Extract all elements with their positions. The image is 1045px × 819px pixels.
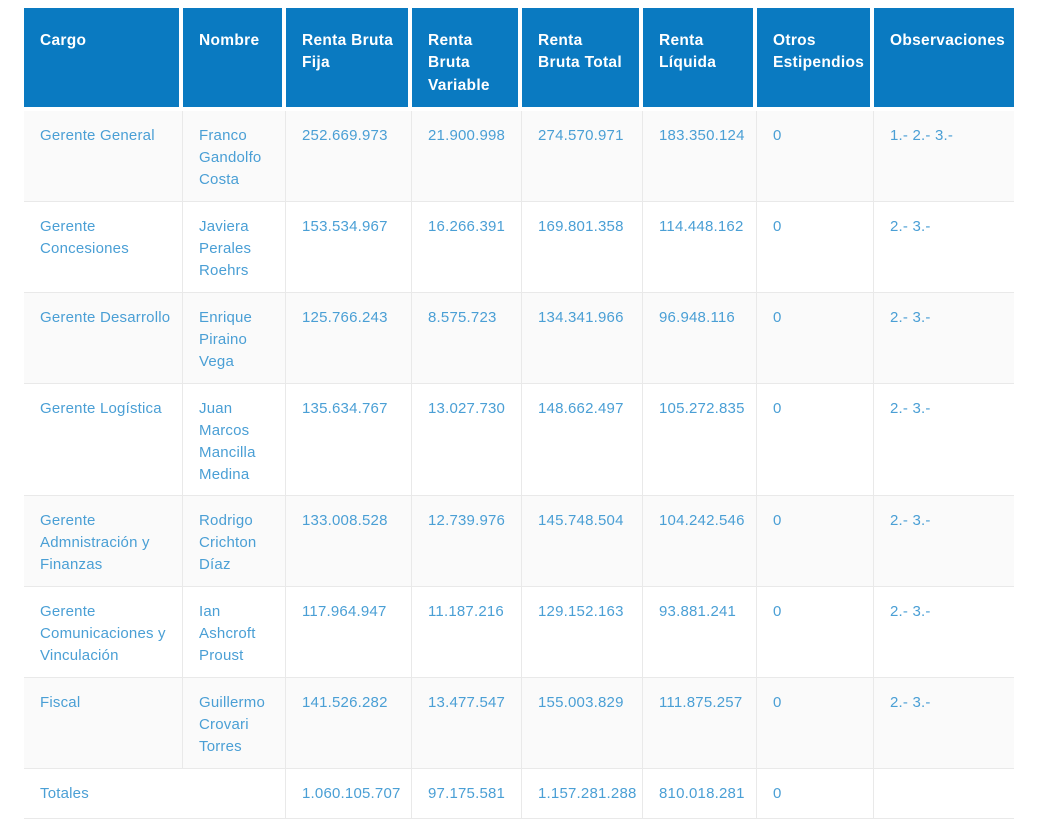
- cell-nombre: Javiera Perales Roehrs: [183, 202, 286, 294]
- column-header-otros_estipendios: Otros Estipendios: [757, 8, 874, 112]
- cell-renta_bruta_variable: 12.739.976: [412, 496, 522, 588]
- table-row: Gerente Desarrollo Enrique Piraino Vega 12…: [24, 293, 1014, 385]
- cell-nombre: Enrique Piraino Vega: [183, 293, 286, 385]
- totals-renta_bruta_variable: 97.175.581: [412, 769, 522, 819]
- cell-renta_bruta_total: 129.152.163: [522, 587, 643, 679]
- cell-observaciones: 2.- 3.-: [874, 496, 1014, 588]
- cell-renta_liquida: 104.242.546: [643, 496, 757, 588]
- column-header-cargo: Cargo: [24, 8, 183, 112]
- cell-renta_bruta_variable: 16.266.391: [412, 202, 522, 294]
- cell-renta_bruta_total: 274.570.971: [522, 111, 643, 203]
- totals-renta_bruta_fija: 1.060.105.707: [286, 769, 412, 819]
- cell-renta_bruta_fija: 117.964.947: [286, 587, 412, 679]
- cell-renta_liquida: 114.448.162: [643, 202, 757, 294]
- cell-cargo: Gerente Logística: [24, 384, 183, 497]
- column-header-renta_bruta_fija: Renta Bruta Fija: [286, 8, 412, 112]
- cell-renta_liquida: 93.881.241: [643, 587, 757, 679]
- table-row: Fiscal Guillermo Crovari Torres 141.526.28…: [24, 678, 1014, 770]
- header-row: Cargo Nombre Renta Bruta Fija Renta Bruta V…: [24, 8, 1014, 112]
- cell-observaciones: 2.- 3.-: [874, 678, 1014, 770]
- cell-otros_estipendios: 0: [757, 202, 874, 294]
- cell-renta_bruta_variable: 11.187.216: [412, 587, 522, 679]
- cell-observaciones: 2.- 3.-: [874, 384, 1014, 497]
- cell-renta_liquida: 183.350.124: [643, 111, 757, 203]
- table-row: Gerente Logística Juan Marcos Mancilla Me…: [24, 384, 1014, 497]
- cell-renta_bruta_fija: 133.008.528: [286, 496, 412, 588]
- cell-renta_bruta_total: 145.748.504: [522, 496, 643, 588]
- table-header: Cargo Nombre Renta Bruta Fija Renta Bruta V…: [24, 8, 1014, 112]
- cell-observaciones: 2.- 3.-: [874, 293, 1014, 385]
- cell-nombre: Rodrigo Crichton Díaz: [183, 496, 286, 588]
- cell-otros_estipendios: 0: [757, 587, 874, 679]
- cell-renta_bruta_total: 148.662.497: [522, 384, 643, 497]
- cell-observaciones: 2.- 3.-: [874, 202, 1014, 294]
- table-body: Gerente General Franco Gandolfo Costa 252.…: [24, 111, 1014, 770]
- cell-renta_bruta_variable: 13.477.547: [412, 678, 522, 770]
- cell-renta_liquida: 96.948.116: [643, 293, 757, 385]
- column-header-renta_liquida: Renta Líquida: [643, 8, 757, 112]
- cell-otros_estipendios: 0: [757, 293, 874, 385]
- cell-otros_estipendios: 0: [757, 496, 874, 588]
- cell-observaciones: 1.- 2.- 3.-: [874, 111, 1014, 203]
- cell-renta_bruta_total: 155.003.829: [522, 678, 643, 770]
- cell-nombre: Franco Gandolfo Costa: [183, 111, 286, 203]
- totals-label: Totales: [24, 769, 286, 819]
- remuneration-table: Cargo Nombre Renta Bruta Fija Renta Bruta V…: [24, 8, 1014, 819]
- cell-renta_liquida: 105.272.835: [643, 384, 757, 497]
- totals-otros_estipendios: 0: [757, 769, 874, 819]
- cell-nombre: Ian Ashcroft Proust: [183, 587, 286, 679]
- cell-renta_bruta_fija: 125.766.243: [286, 293, 412, 385]
- cell-otros_estipendios: 0: [757, 111, 874, 203]
- cell-otros_estipendios: 0: [757, 678, 874, 770]
- table-row: Gerente Admnistración y Finanzas Rodrigo …: [24, 496, 1014, 588]
- table-row: Gerente Concesiones Javiera Perales Roehr…: [24, 202, 1014, 294]
- remuneration-table-container: Cargo Nombre Renta Bruta Fija Renta Bruta V…: [24, 8, 1014, 819]
- cell-renta_bruta_fija: 141.526.282: [286, 678, 412, 770]
- column-header-renta_bruta_total: Renta Bruta Total: [522, 8, 643, 112]
- cell-otros_estipendios: 0: [757, 384, 874, 497]
- cell-renta_bruta_variable: 21.900.998: [412, 111, 522, 203]
- totals-row: Totales 1.060.105.707 97.175.581 1.157.281.…: [24, 769, 1014, 819]
- totals-renta_liquida: 810.018.281: [643, 769, 757, 819]
- cell-renta_bruta_fija: 135.634.767: [286, 384, 412, 497]
- column-header-renta_bruta_variable: Renta Bruta Variable: [412, 8, 522, 112]
- cell-renta_bruta_variable: 8.575.723: [412, 293, 522, 385]
- cell-nombre: Guillermo Crovari Torres: [183, 678, 286, 770]
- cell-observaciones: 2.- 3.-: [874, 587, 1014, 679]
- totals-observaciones: [874, 769, 1014, 819]
- cell-cargo: Gerente Desarrollo: [24, 293, 183, 385]
- cell-renta_liquida: 111.875.257: [643, 678, 757, 770]
- cell-nombre: Juan Marcos Mancilla Medina: [183, 384, 286, 497]
- table-row: Gerente Comunicaciones y Vinculación Ian …: [24, 587, 1014, 679]
- cell-renta_bruta_total: 134.341.966: [522, 293, 643, 385]
- cell-cargo: Gerente Admnistración y Finanzas: [24, 496, 183, 588]
- cell-cargo: Fiscal: [24, 678, 183, 770]
- column-header-observaciones: Observaciones: [874, 8, 1014, 112]
- column-header-nombre: Nombre: [183, 8, 286, 112]
- cell-cargo: Gerente Comunicaciones y Vinculación: [24, 587, 183, 679]
- table-row: Gerente General Franco Gandolfo Costa 252.…: [24, 111, 1014, 203]
- cell-renta_bruta_fija: 252.669.973: [286, 111, 412, 203]
- totals-renta_bruta_total: 1.157.281.288: [522, 769, 643, 819]
- cell-renta_bruta_total: 169.801.358: [522, 202, 643, 294]
- cell-cargo: Gerente General: [24, 111, 183, 203]
- cell-renta_bruta_variable: 13.027.730: [412, 384, 522, 497]
- table-footer: Totales 1.060.105.707 97.175.581 1.157.281.…: [24, 769, 1014, 819]
- cell-cargo: Gerente Concesiones: [24, 202, 183, 294]
- cell-renta_bruta_fija: 153.534.967: [286, 202, 412, 294]
